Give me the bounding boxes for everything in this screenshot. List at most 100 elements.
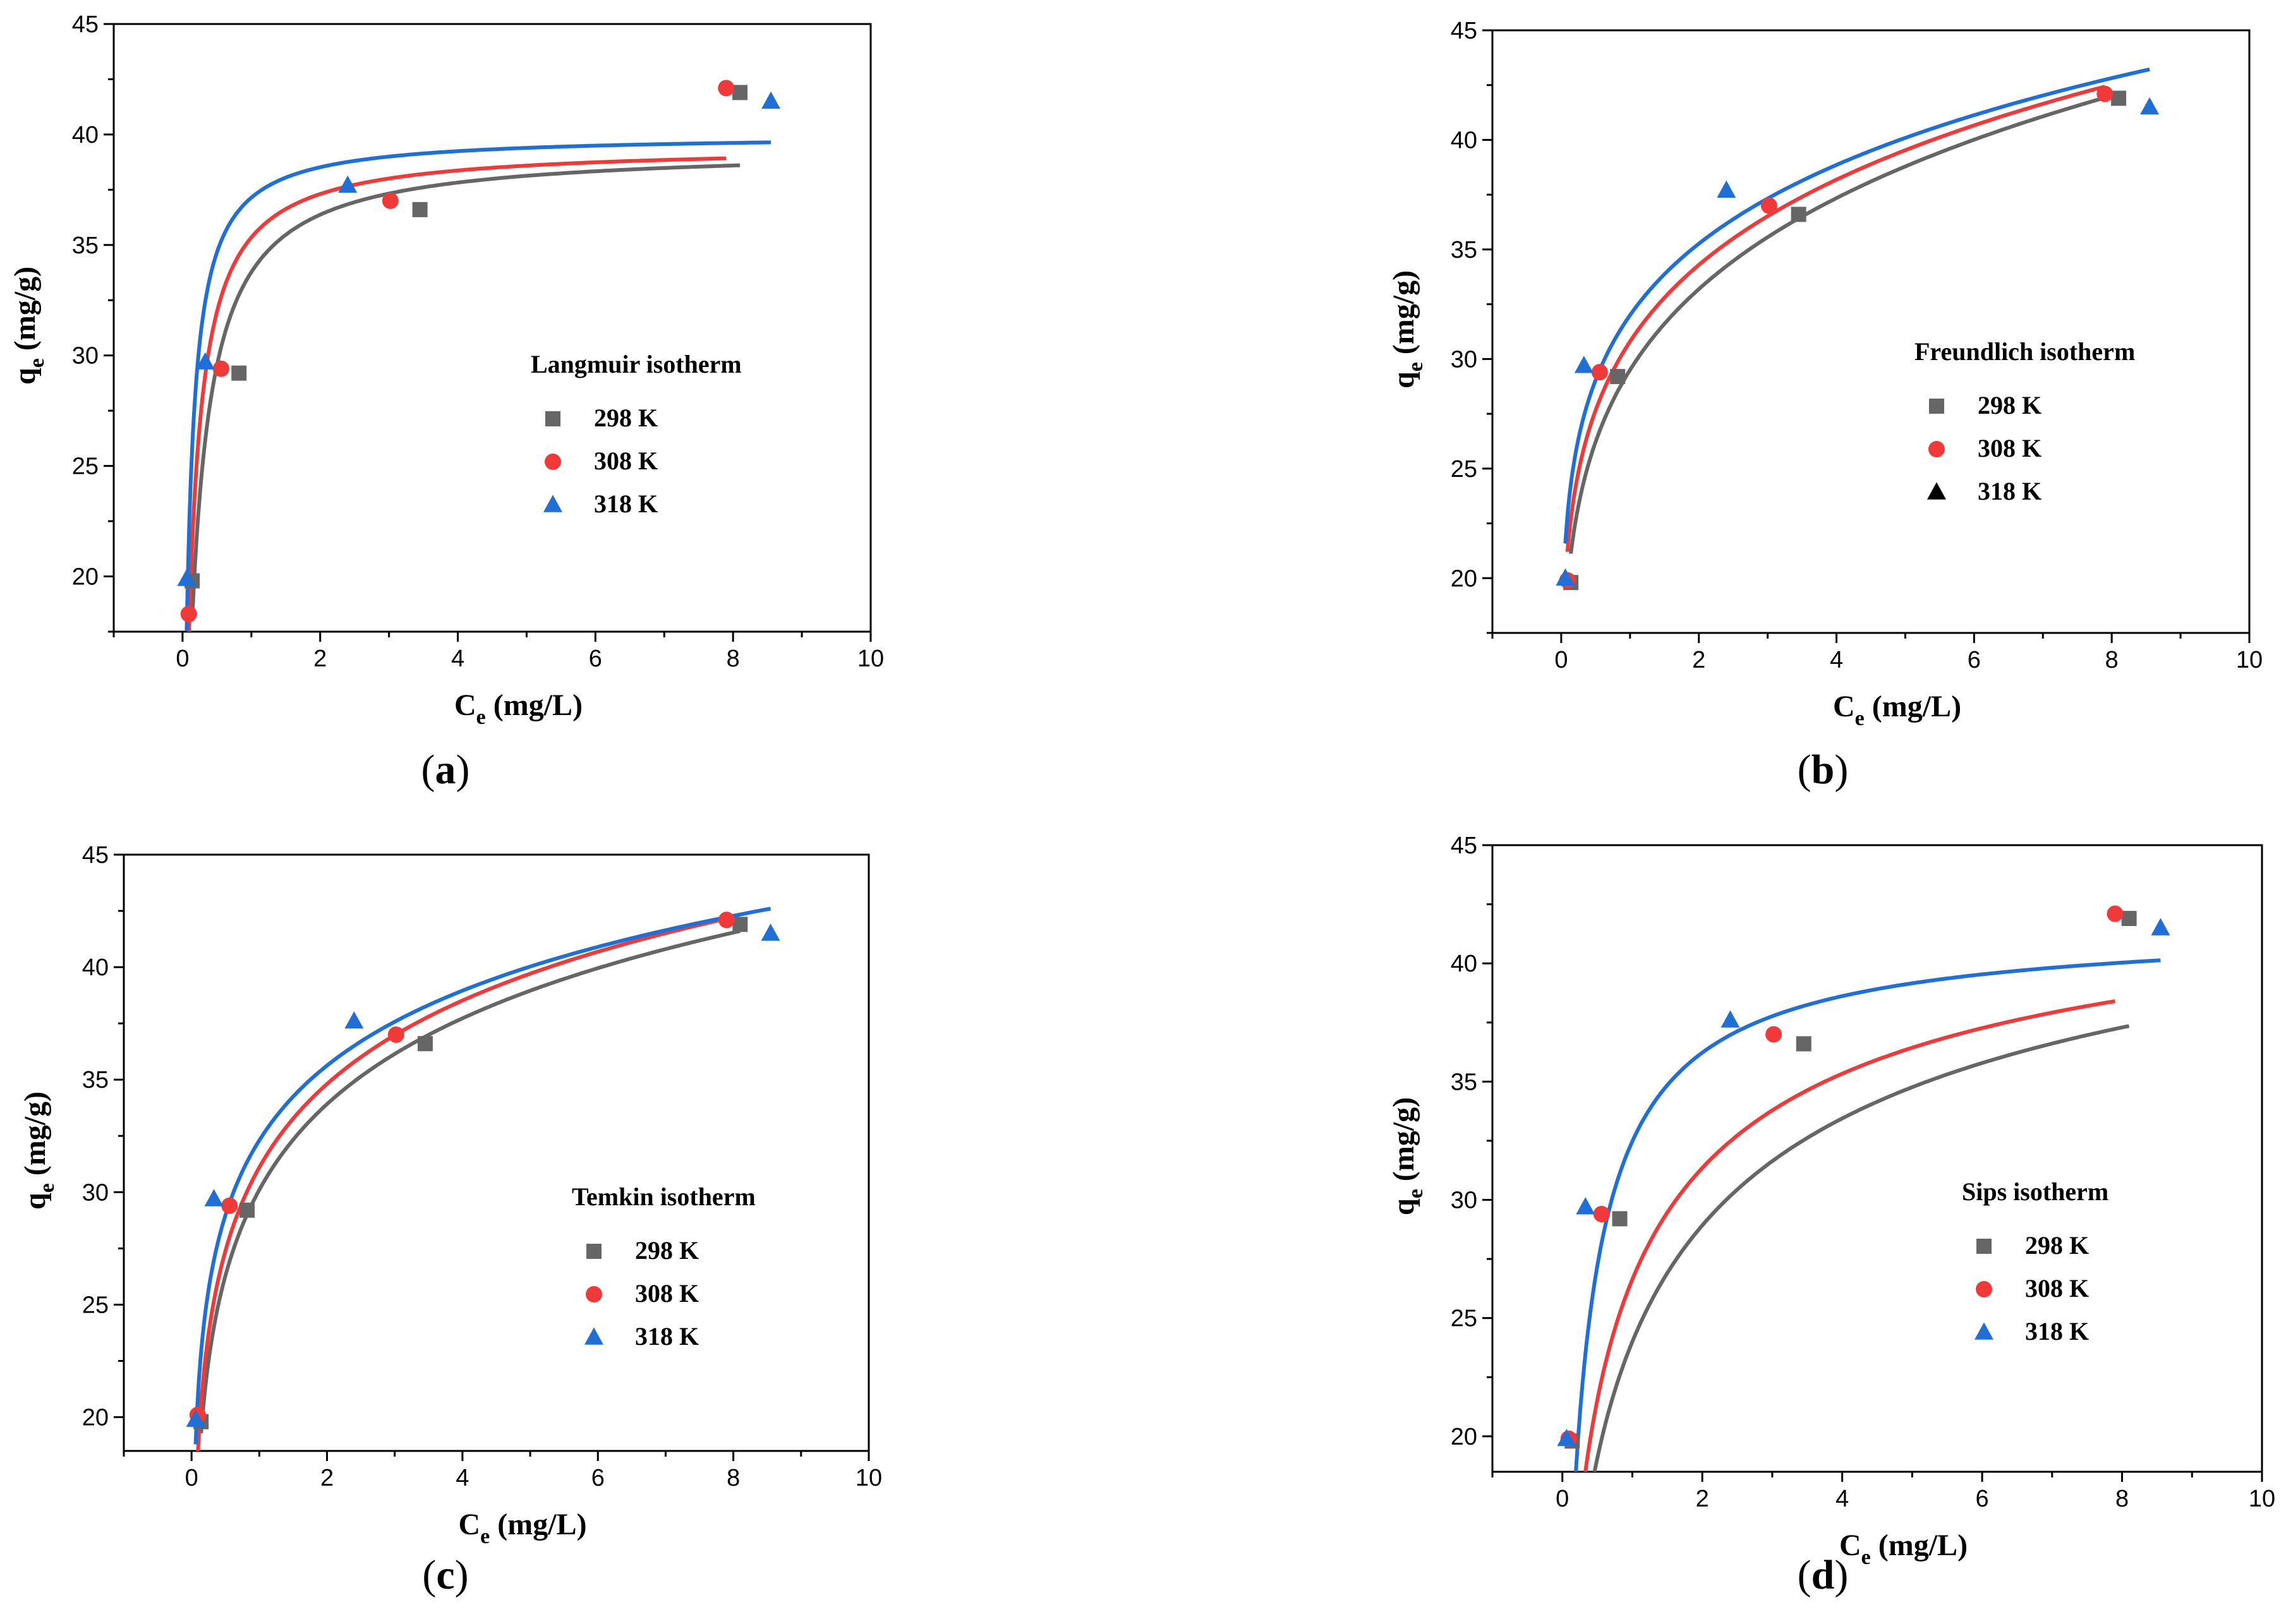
chart-panel-a: 0 2 4 6 8 10 20 25 30 35 40 45 Ce (mg/L) qe (mg/g) Lan… <box>8 11 884 793</box>
data-point-318k <box>1576 1197 1595 1215</box>
x-tick-label: 0 <box>176 646 189 672</box>
legend-label: 298 K <box>635 1236 699 1265</box>
chart-panel-c: 0 2 4 6 8 10 20 25 30 35 40 45 Ce (mg/L) qe (mg/g) Tem… <box>18 842 882 1598</box>
chart-panel-d: 0 2 4 6 8 10 20 25 30 35 40 45 Ce (mg/L) qe (mg/g) Sip… <box>1387 833 2275 1598</box>
legend-marker <box>586 1286 602 1302</box>
data-point-308k <box>1760 197 1777 214</box>
x-tick-label: 2 <box>1696 1486 1709 1512</box>
fit-curve-308k <box>1583 999 2115 1472</box>
legend-title: Sips isotherm <box>1962 1177 2108 1206</box>
legend-label: 318 K <box>594 490 658 518</box>
data-point-298k <box>1791 207 1806 222</box>
fit-curve-318k <box>1563 67 2150 544</box>
y-tick-label: 35 <box>1451 237 1477 263</box>
legend: Temkin isotherm 298 K 308 K 318 K <box>572 1182 756 1350</box>
fit-curve-308k <box>196 917 727 1451</box>
data-point-318k <box>186 1409 205 1427</box>
y-tick-label: 35 <box>1451 1069 1477 1095</box>
data-point-308k <box>180 606 197 623</box>
y-tick-label: 40 <box>1451 951 1477 977</box>
legend-marker <box>1976 1281 1992 1297</box>
x-axis-label: Ce (mg/L) <box>1839 1529 1968 1569</box>
data-point-318k <box>1556 568 1575 586</box>
legend-label: 308 K <box>594 447 658 475</box>
data-point-298k <box>732 85 748 100</box>
legend-marker <box>1975 1322 1993 1340</box>
data-point-318k <box>204 1189 224 1206</box>
y-tick-label: 25 <box>82 1292 109 1318</box>
plot-frame <box>1491 844 2263 1473</box>
data-point-318k <box>761 923 780 941</box>
y-tick-label: 40 <box>82 954 109 981</box>
data-point-308k <box>1593 1205 1610 1222</box>
legend-label: 308 K <box>635 1279 699 1308</box>
y-tick-label: 35 <box>82 1067 109 1093</box>
data-point-318k <box>2151 918 2170 935</box>
x-tick-label: 8 <box>727 646 740 672</box>
legend-label: 298 K <box>1978 391 2041 419</box>
y-tick-label: 20 <box>1451 1424 1477 1450</box>
y-axis-label: qe (mg/g) <box>1387 1097 1427 1215</box>
panel-caption: (b) <box>1798 747 1849 793</box>
y-axis-label: qe (mg/g) <box>18 1092 59 1210</box>
data-point-308k <box>382 192 399 209</box>
x-tick-label: 4 <box>1830 647 1843 673</box>
data-point-318k <box>344 1011 364 1029</box>
legend: Sips isotherm 298 K 308 K 318 K <box>1962 1177 2108 1345</box>
panel-caption: (d) <box>1798 1552 1849 1598</box>
panel-caption: (a) <box>421 747 470 793</box>
fit-curve-298k <box>199 929 741 1434</box>
x-tick-label: 6 <box>589 646 602 672</box>
legend-title: Temkin isotherm <box>572 1182 756 1211</box>
y-axis-label: qe (mg/g) <box>1387 270 1427 388</box>
data-point-298k <box>2121 911 2137 927</box>
fit-curve-298k <box>1569 92 2119 554</box>
x-tick-label: 4 <box>451 646 464 672</box>
data-point-298k <box>1610 369 1626 385</box>
legend-marker <box>545 454 561 470</box>
legend-title: Langmuir isotherm <box>531 350 742 378</box>
data-point-308k <box>2107 905 2124 922</box>
data-point-298k <box>412 201 428 217</box>
data-point-318k <box>761 91 781 109</box>
x-tick-label: 4 <box>1835 1486 1849 1512</box>
legend-label: 308 K <box>2025 1274 2089 1302</box>
fit-curve-298k <box>1592 1024 2130 1472</box>
legend-label: 318 K <box>1978 477 2041 505</box>
y-tick-label: 30 <box>1451 1188 1477 1214</box>
y-tick-label: 20 <box>82 1405 109 1431</box>
data-point-308k <box>718 80 735 97</box>
data-point-298k <box>417 1036 433 1052</box>
fit-curve-308k <box>187 156 727 632</box>
legend-label: 308 K <box>1978 434 2041 462</box>
x-axis-label: Ce (mg/L) <box>454 689 583 729</box>
y-tick-label: 45 <box>1451 833 1477 859</box>
fit-curve-318k <box>184 140 771 632</box>
legend-label: 318 K <box>635 1322 699 1350</box>
x-tick-label: 8 <box>2115 1486 2129 1512</box>
y-tick-label: 25 <box>1451 1306 1477 1332</box>
data-point-308k <box>2096 85 2114 102</box>
legend: Langmuir isotherm 298 K 308 K 318 K <box>531 350 742 518</box>
chart-panel-b: 0 2 4 6 8 10 20 25 30 35 40 45 Ce (mg/L) qe (mg/g) Fre… <box>1387 18 2263 793</box>
plot-frame <box>1491 29 2251 634</box>
data-point-318k <box>177 568 197 586</box>
x-axis-label: Ce (mg/L) <box>459 1508 587 1548</box>
data-point-298k <box>1612 1211 1628 1227</box>
legend-label: 298 K <box>2025 1231 2089 1260</box>
x-tick-label: 6 <box>1968 647 1981 673</box>
plot-frame <box>123 853 870 1452</box>
x-tick-label: 10 <box>2249 1486 2275 1512</box>
data-point-298k <box>2111 90 2127 106</box>
legend-marker <box>586 1244 602 1259</box>
y-tick-label: 45 <box>1451 18 1477 44</box>
y-tick-label: 40 <box>1451 127 1477 153</box>
data-point-298k <box>239 1202 255 1218</box>
x-tick-label: 8 <box>727 1465 740 1491</box>
legend-marker <box>545 411 560 426</box>
y-tick-label: 20 <box>72 564 99 591</box>
y-tick-label: 30 <box>72 343 99 370</box>
legend-marker <box>1976 1239 1992 1254</box>
y-tick-label: 45 <box>72 11 99 38</box>
x-tick-label: 10 <box>856 1465 882 1491</box>
